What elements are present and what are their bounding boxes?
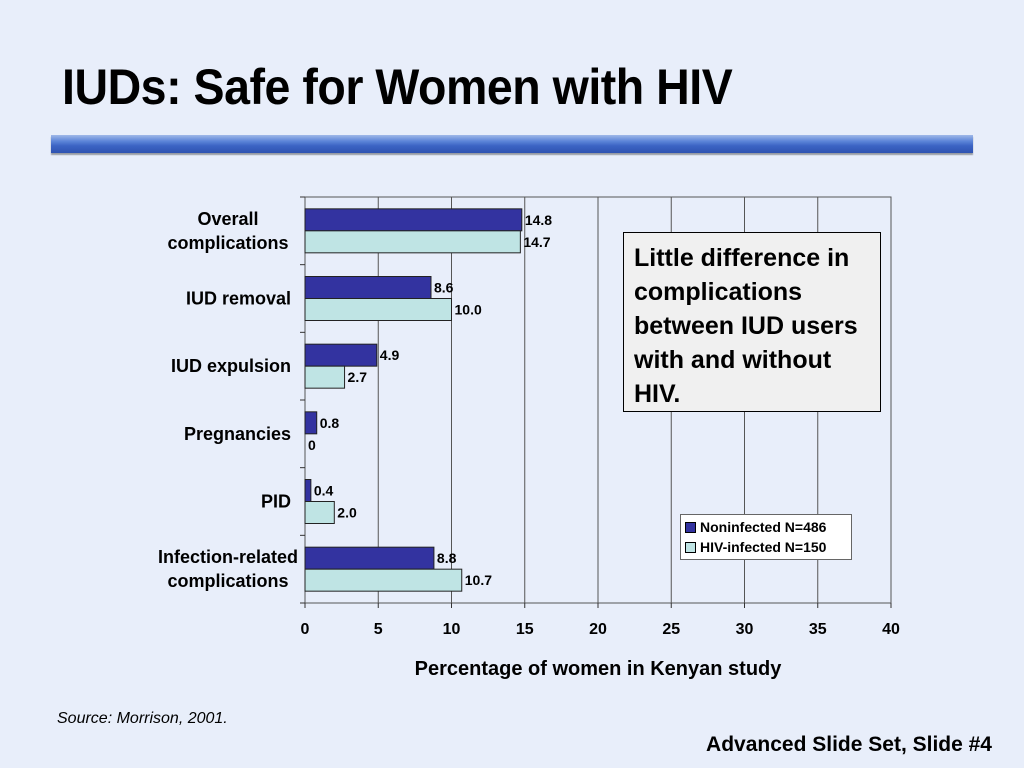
data-label-series-0-3: 0.8 [320, 415, 340, 431]
category-label-5-line-0: Infection-related [158, 547, 298, 567]
data-label-series-0-4: 0.4 [314, 483, 334, 499]
data-label-series-1-5: 10.7 [465, 572, 492, 588]
bar-series-1-2 [304, 365, 346, 389]
legend-label-hiv-infected: HIV-infected N=150 [700, 539, 827, 555]
bar-series-1-0 [304, 230, 521, 254]
x-tick-label-35: 35 [809, 621, 827, 638]
x-tick-label-40: 40 [882, 621, 900, 638]
chart-legend: Noninfected N=486 HIV-infected N=150 [680, 514, 852, 560]
title-divider [51, 135, 973, 153]
bar-series-1-4 [304, 501, 335, 524]
bar-series-0-2 [304, 343, 378, 367]
data-label-series-0-5: 8.8 [437, 550, 457, 566]
slide-footer: Advanced Slide Set, Slide #4 [706, 733, 992, 756]
legend-label-noninfected: Noninfected N=486 [700, 519, 827, 535]
data-label-series-1-1: 10.0 [455, 302, 482, 318]
data-label-series-1-2: 2.7 [348, 369, 368, 385]
bar-series-1-5 [304, 568, 463, 592]
category-label-3: Pregnancies [184, 424, 291, 444]
bar-series-0-0 [304, 208, 523, 232]
x-tick-label-0: 0 [301, 621, 310, 638]
source-citation: Source: Morrison, 2001. [57, 710, 228, 727]
slide-title: IUDs: Safe for Women with HIV [62, 59, 733, 115]
legend-item-hiv-infected: HIV-infected N=150 [685, 537, 826, 557]
bar-series-1-1 [304, 298, 452, 321]
data-label-series-1-0: 14.7 [523, 234, 550, 250]
category-label-0-line-1: complications [167, 233, 288, 253]
bar-series-0-3 [304, 411, 318, 435]
category-label-0-line-0: Overall [197, 209, 258, 229]
legend-item-noninfected: Noninfected N=486 [685, 517, 826, 537]
category-label-1: IUD removal [186, 289, 291, 309]
data-label-series-1-4: 2.0 [337, 505, 357, 521]
bar-series-0-4 [304, 479, 312, 502]
legend-swatch-hiv-infected [685, 541, 696, 553]
data-label-series-0-2: 4.9 [380, 347, 400, 363]
callout-text: Little difference in complications betwe… [634, 244, 858, 408]
x-tick-label-20: 20 [589, 621, 607, 638]
x-tick-label-15: 15 [516, 621, 534, 638]
x-tick-label-30: 30 [736, 621, 754, 638]
x-tick-label-5: 5 [374, 621, 383, 638]
data-label-series-1-3: 0 [308, 437, 316, 453]
x-tick-label-25: 25 [662, 621, 680, 638]
bar-series-0-1 [304, 276, 432, 299]
bar-series-0-5 [304, 546, 435, 570]
category-label-5-line-1: complications [167, 571, 288, 591]
category-label-4: PID [261, 492, 291, 512]
data-label-series-0-0: 14.8 [525, 212, 552, 228]
x-tick-label-10: 10 [443, 621, 461, 638]
category-label-2: IUD expulsion [171, 356, 291, 376]
legend-swatch-noninfected [685, 521, 696, 533]
callout-box: Little difference in complications betwe… [623, 232, 881, 412]
data-label-series-0-1: 8.6 [434, 280, 454, 296]
x-axis-title: Percentage of women in Kenyan study [415, 658, 783, 680]
